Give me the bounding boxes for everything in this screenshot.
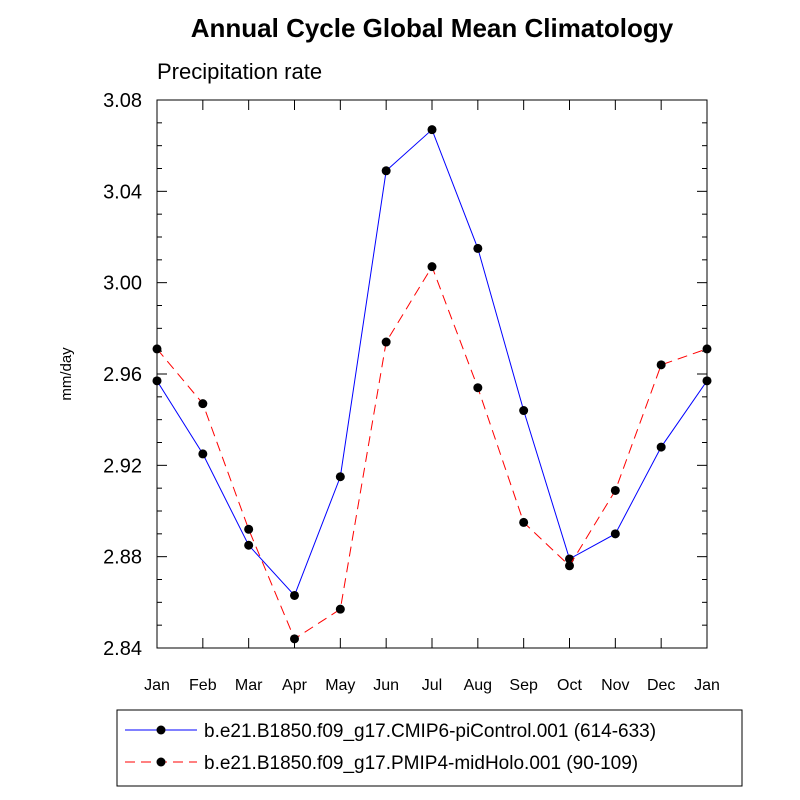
series-2-point [519,517,529,527]
x-tick-label: Mar [235,677,263,694]
series-1-point [427,125,437,135]
x-tick-label: Feb [189,677,217,694]
series-2-point [473,383,483,393]
y-tick-label: 3.08 [103,90,142,112]
series-1-point [473,243,483,253]
y-tick-label: 2.92 [103,455,142,477]
series-2-point [152,344,162,354]
x-tick-label: Apr [282,677,308,694]
series-2-point [565,561,574,571]
x-tick-label: Jan [694,677,720,694]
series-2-point [244,524,254,534]
legend-marker-2 [156,757,166,767]
legend-label-1: b.e21.B1850.f09_g17.CMIP6-piControl.001 … [204,721,656,742]
series-1-point [519,406,529,416]
series-1-point [198,449,208,459]
x-tick-label: May [325,677,355,694]
x-tick-label: Aug [464,677,492,694]
y-axis-label: mm/day [58,347,75,401]
x-tick-label: Oct [557,677,582,694]
y-tick-label: 2.88 [103,547,142,569]
x-tick-label: Jul [422,677,442,694]
series-2-point [702,344,712,354]
x-tick-label: Nov [601,677,629,694]
series-2-point [610,485,620,495]
y-tick-label: 2.96 [103,364,142,386]
series-2-point [198,399,208,409]
legend-label-2: b.e21.B1850.f09_g17.PMIP4-midHolo.001 (9… [204,753,638,774]
x-tick-label: Jun [373,677,399,694]
series-1-point [290,590,299,600]
series-2-point [290,634,299,644]
chart-title: Annual Cycle Global Mean Climatology [191,13,674,43]
x-tick-label: Jan [144,677,170,694]
x-tick-label: Sep [509,677,538,694]
legend-box [116,709,743,787]
y-tick-label: 3.00 [103,273,142,295]
legend-marker-1 [156,725,166,735]
legend: b.e21.B1850.f09_g17.CMIP6-piControl.001 … [116,709,743,787]
series-1-point [610,529,620,539]
series-2-point [335,604,345,614]
y-tick-label: 2.84 [103,638,142,660]
series-1-point [656,442,666,452]
series-line-2 [156,265,708,640]
plot-area: 2.84 2.88 2.92 2.96 3.00 3.04 3.08 Jan Feb Mar Apr… [103,90,720,694]
series-1-point [335,472,345,482]
series-1-point [244,540,254,550]
series-1-point [702,376,712,386]
y-tick-label: 3.04 [103,181,142,203]
series-1-point [381,166,391,176]
chart-subtitle: Precipitation rate [157,59,322,84]
plot-frame [156,99,708,649]
x-tick-label: Dec [647,677,675,694]
series-2-point [656,360,666,370]
series-2-point [427,262,437,272]
series-line-1 [156,128,708,597]
series-1-point [152,376,162,386]
series-2-point [381,337,391,347]
